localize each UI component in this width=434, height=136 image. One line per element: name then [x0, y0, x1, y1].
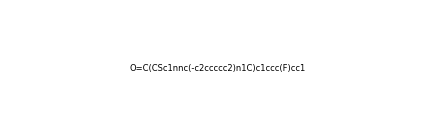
Text: O=C(CSc1nnc(-c2ccccc2)n1C)c1ccc(F)cc1: O=C(CSc1nnc(-c2ccccc2)n1C)c1ccc(F)cc1: [129, 64, 305, 72]
